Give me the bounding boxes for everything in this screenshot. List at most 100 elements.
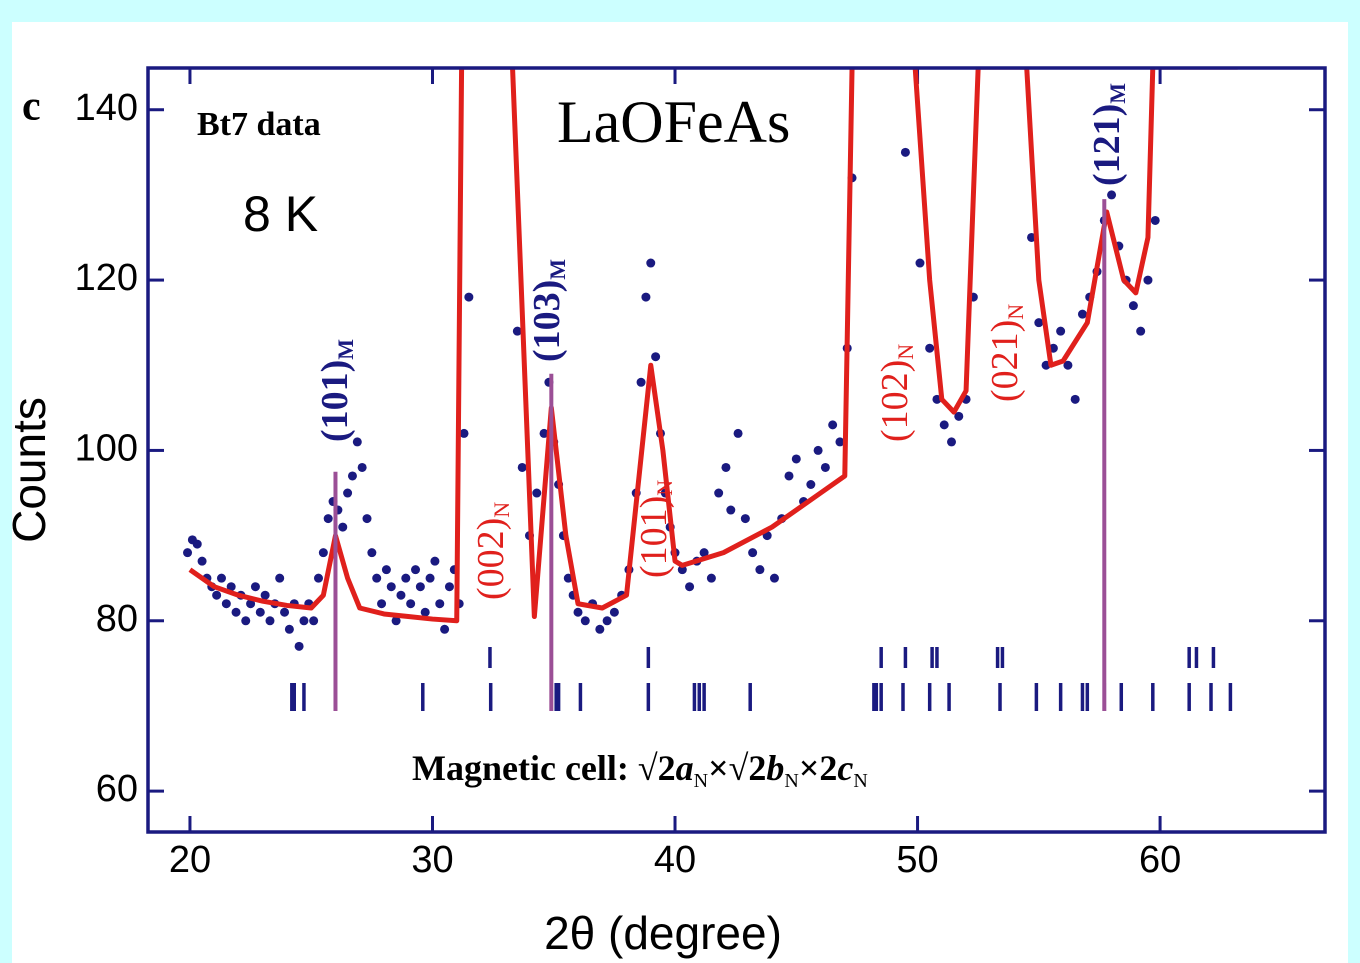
cell-label-part: b xyxy=(766,748,784,788)
peak-label: (002)N xyxy=(470,502,514,600)
x-tick-label: 50 xyxy=(896,839,938,881)
panel-label: c xyxy=(22,84,41,130)
peak-label-sub: M xyxy=(1105,83,1130,104)
data-point xyxy=(646,258,656,268)
x-tick-label: 40 xyxy=(654,839,696,881)
data-point xyxy=(1063,360,1073,370)
peak-label: (021)N xyxy=(984,304,1028,402)
data-point xyxy=(706,573,716,583)
data-point xyxy=(216,573,226,583)
data-point xyxy=(309,616,319,626)
data-point xyxy=(602,616,612,626)
data-point xyxy=(338,522,348,532)
plot-frame xyxy=(146,66,1327,834)
data-point xyxy=(415,582,425,592)
data-point xyxy=(313,573,323,583)
data-point xyxy=(372,573,382,583)
data-point xyxy=(539,428,549,438)
peak-label: (103)M xyxy=(526,259,570,362)
data-point xyxy=(1150,215,1160,225)
x-axis-label: 2θ (degree) xyxy=(544,907,782,959)
peak-label: (121)M xyxy=(1086,83,1130,186)
peak-label-text: (021) xyxy=(984,320,1026,402)
data-point xyxy=(1136,326,1146,336)
peak-label-text: (101) xyxy=(314,360,356,442)
cell-label: Magnetic cell: √2aN×√2bN×2cN xyxy=(412,748,868,791)
data-point xyxy=(651,352,661,362)
data-point xyxy=(1128,301,1138,311)
data-point xyxy=(733,428,743,438)
cell-label-part: Magnetic cell: xyxy=(412,748,638,788)
data-point xyxy=(435,599,445,609)
y-tick-label: 120 xyxy=(75,257,138,299)
data-point xyxy=(411,565,421,575)
data-point xyxy=(226,582,236,592)
cell-label-part: ×√2 xyxy=(708,748,766,788)
data-point xyxy=(820,462,830,472)
data-point xyxy=(381,565,391,575)
data-point xyxy=(1034,318,1044,328)
data-point xyxy=(784,471,794,481)
fit-line xyxy=(188,68,1238,624)
data-point xyxy=(221,599,231,609)
data-point xyxy=(459,428,469,438)
data-point xyxy=(1056,326,1066,336)
y-tick-label: 100 xyxy=(75,427,138,469)
data-point xyxy=(430,556,440,566)
data-point xyxy=(726,505,736,515)
cell-label-part: c xyxy=(837,748,853,788)
data-point xyxy=(299,616,309,626)
peak-label-text: (121) xyxy=(1086,104,1128,186)
cell-label-part: √2 xyxy=(638,748,676,788)
data-point xyxy=(954,411,964,421)
peak-label-sub: N xyxy=(652,480,677,496)
data-point xyxy=(1070,394,1080,404)
data-point xyxy=(755,565,765,575)
data-point xyxy=(377,599,387,609)
plot-area xyxy=(183,68,1238,651)
peak-label-sub: M xyxy=(545,259,570,280)
data-point xyxy=(835,437,845,447)
data-point xyxy=(699,548,709,558)
data-point xyxy=(721,462,731,472)
peak-label: (101)M xyxy=(314,339,358,442)
y-axis-label: Counts xyxy=(3,397,55,543)
data-point xyxy=(183,548,193,558)
data-point xyxy=(813,445,823,455)
data-point xyxy=(357,462,367,472)
peak-label: (101)N xyxy=(633,480,677,578)
peak-label-sub: N xyxy=(489,502,514,518)
data-point xyxy=(806,479,816,489)
x-tick-label: 20 xyxy=(169,839,211,881)
data-point xyxy=(280,607,290,617)
data-point xyxy=(197,556,207,566)
peak-label-text: (101) xyxy=(633,496,675,578)
data-point xyxy=(284,624,294,634)
data-point xyxy=(391,616,401,626)
data-point xyxy=(1143,275,1153,285)
data-point xyxy=(401,573,411,583)
data-point xyxy=(677,565,687,575)
data-point xyxy=(828,420,838,430)
peak-label-sub: M xyxy=(333,339,358,360)
data-point xyxy=(212,590,222,600)
data-point xyxy=(241,616,251,626)
data-point xyxy=(367,548,377,558)
data-point xyxy=(343,488,353,498)
data-point xyxy=(1077,309,1087,319)
cell-label-part: ×2 xyxy=(799,748,838,788)
peak-label-sub: N xyxy=(893,344,918,360)
data-point xyxy=(609,607,619,617)
data-point xyxy=(748,548,758,558)
data-point xyxy=(532,488,542,498)
data-point xyxy=(517,462,527,472)
data-point xyxy=(915,258,925,268)
data-point xyxy=(595,624,605,634)
data-point xyxy=(769,573,779,583)
data-point xyxy=(406,599,416,609)
data-point xyxy=(231,607,241,617)
data-point xyxy=(939,420,949,430)
data-point xyxy=(440,624,450,634)
peak-label-text: (102) xyxy=(874,360,916,442)
